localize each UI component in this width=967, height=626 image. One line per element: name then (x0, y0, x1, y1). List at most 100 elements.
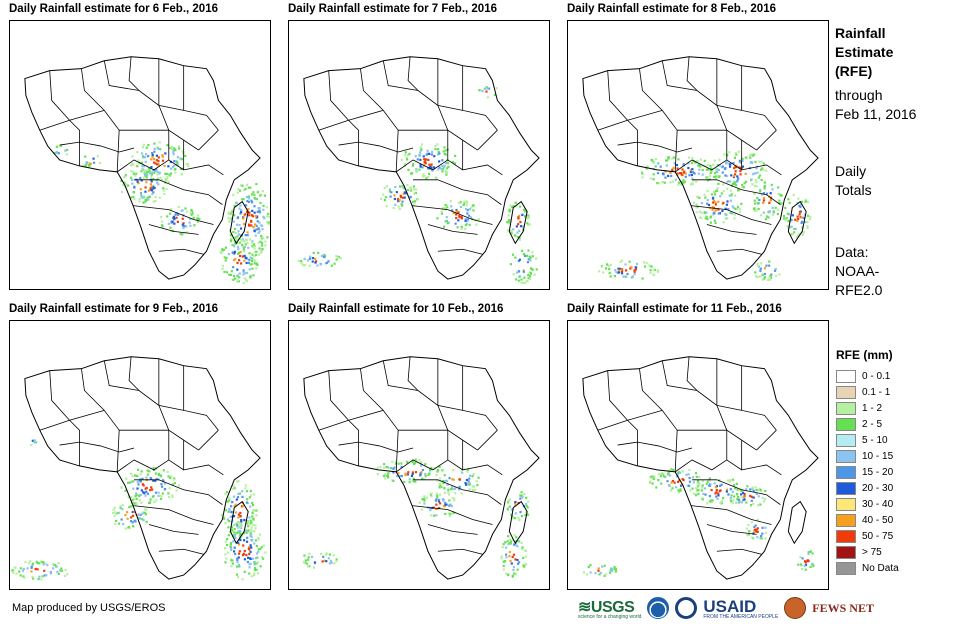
africa-coastline (303, 356, 540, 580)
country-border (437, 548, 483, 555)
rain-cell (135, 503, 138, 506)
rain-cell (806, 221, 809, 224)
rain-cell (42, 563, 45, 566)
rain-cell (778, 199, 781, 202)
rain-cell (245, 210, 249, 213)
rain-cell (40, 578, 43, 581)
rain-cell (151, 495, 154, 498)
rain-cell (425, 496, 428, 499)
rain-cell (756, 262, 759, 265)
rain-cell (410, 189, 413, 192)
rain-cell (234, 236, 237, 239)
rain-cell (314, 261, 317, 264)
rain-cell (654, 157, 658, 161)
rain-cell (428, 152, 431, 155)
rain-cell (732, 499, 735, 502)
rain-cell (250, 535, 253, 538)
rain-cell (714, 492, 717, 495)
rain-cell (161, 155, 164, 158)
rain-cell (244, 272, 247, 275)
rain-cell (455, 209, 458, 212)
country-border (692, 179, 781, 205)
rain-cell (229, 234, 232, 237)
rain-cell (731, 490, 735, 493)
rain-cell (443, 491, 446, 494)
rain-cell (419, 158, 422, 161)
rain-cell (650, 476, 653, 479)
rain-cell (131, 498, 134, 502)
rain-cell (230, 548, 233, 552)
africa-coastline (582, 356, 819, 580)
rain-cell (136, 180, 139, 183)
rain-cell (527, 273, 530, 277)
rain-cell (154, 491, 158, 494)
rain-cell (694, 472, 698, 475)
rain-cell (141, 477, 144, 480)
rain-cell (262, 204, 265, 207)
rain-cell (809, 565, 812, 569)
rain-cell (134, 174, 137, 177)
rain-cell (234, 537, 237, 540)
rain-cell (444, 479, 447, 482)
rain-cell (755, 185, 758, 188)
rain-cell (512, 228, 515, 231)
rain-cell (400, 462, 403, 465)
rain-cell (26, 567, 29, 570)
rain-cell (609, 571, 612, 574)
rain-cell (751, 487, 754, 491)
rain-cell (144, 198, 147, 201)
rain-cell (715, 495, 718, 498)
rain-cell (143, 173, 147, 177)
rain-cell (759, 503, 762, 506)
rain-cell (527, 258, 530, 261)
rain-cell (794, 218, 797, 221)
rain-cell (60, 144, 63, 147)
rain-cell (508, 505, 511, 508)
rain-cell (241, 198, 244, 201)
rain-cell (237, 248, 240, 251)
rain-cell (262, 544, 266, 547)
country-border (348, 409, 384, 421)
rain-cell (157, 183, 160, 186)
rain-cell (514, 544, 517, 547)
rain-cell (261, 224, 264, 227)
rain-cell (666, 480, 669, 483)
fews-globe-icon (784, 597, 807, 619)
rain-cell (239, 227, 243, 230)
rain-cell (778, 202, 781, 205)
rain-cell (122, 183, 125, 187)
rain-cell (620, 268, 623, 271)
country-border (716, 404, 742, 411)
rain-cell (430, 153, 433, 156)
legend-swatch (836, 417, 856, 431)
rain-cell (249, 544, 252, 547)
rain-cell (229, 273, 233, 276)
rain-cell (297, 259, 300, 262)
rain-cell (746, 533, 749, 537)
rain-cell (650, 158, 653, 162)
rain-cell (806, 225, 809, 228)
country-border (360, 368, 399, 472)
rain-cell (750, 495, 753, 498)
rain-cell (168, 487, 171, 490)
rain-cell (764, 537, 767, 540)
rain-cell (657, 182, 660, 185)
rain-cell (35, 560, 38, 563)
rain-cell (227, 534, 230, 537)
rain-cell (445, 173, 448, 176)
rain-cell (705, 168, 709, 171)
rain-cell (254, 234, 257, 237)
rain-cell (253, 255, 256, 258)
rain-cell (707, 168, 710, 171)
rain-cell (732, 484, 736, 487)
rain-cell (466, 468, 470, 471)
rain-cell (677, 158, 680, 161)
rain-cell (502, 543, 505, 546)
rain-cell (227, 211, 231, 214)
rain-cell (140, 152, 144, 155)
rain-cell (760, 534, 763, 538)
rain-cell (465, 207, 468, 211)
rain-cell (179, 232, 182, 235)
rain-cell (470, 206, 473, 209)
rain-cell (667, 157, 670, 160)
